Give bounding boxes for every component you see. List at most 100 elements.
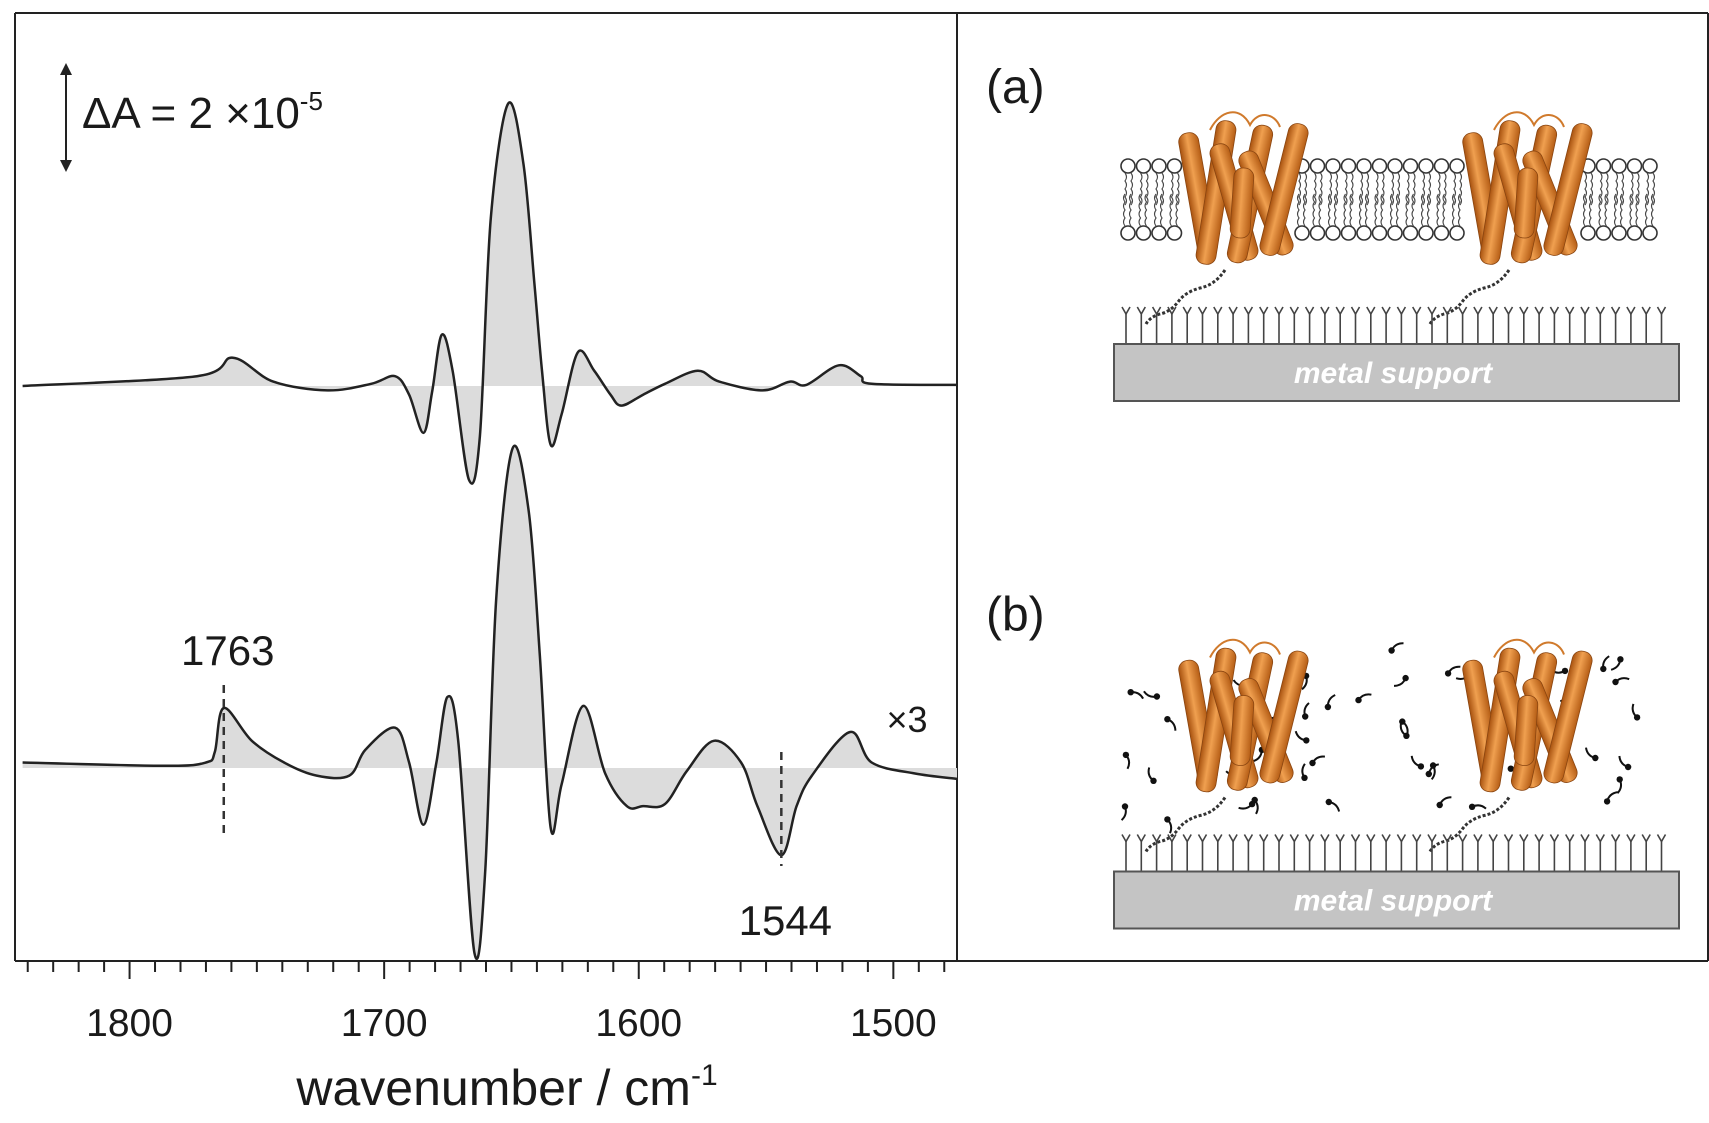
solvent-head: [1403, 732, 1410, 739]
anchor-head: [1595, 834, 1605, 844]
x-axis-label: wavenumber / cm-1: [295, 1059, 717, 1116]
lipid-head: [1433, 158, 1450, 174]
lipid-tail: [1138, 172, 1143, 227]
lipid-head: [1418, 158, 1434, 174]
lipid-tail: [1374, 172, 1379, 227]
lipid-head: [1135, 225, 1152, 241]
anchor-head: [1167, 306, 1177, 316]
anchor-head: [1228, 834, 1238, 844]
lipid-head: [1120, 225, 1136, 241]
anchor-head: [1656, 834, 1667, 844]
x-tick-label: 1600: [595, 1002, 682, 1045]
solvent-head: [1122, 751, 1130, 759]
lipid-head: [1449, 225, 1465, 241]
trace-area: [22, 445, 958, 959]
anchor-head: [1151, 306, 1162, 316]
anchor-head: [1580, 834, 1590, 844]
peak-label: 1763: [181, 627, 274, 674]
anchor-head: [1503, 306, 1514, 316]
protein-linker: [1428, 796, 1511, 853]
lipid-tail: [1451, 172, 1457, 227]
lipid-head: [1166, 158, 1183, 174]
lipid-tail: [1588, 172, 1594, 227]
anchor-head: [1412, 306, 1422, 316]
scale-bar-arrowhead: [60, 160, 72, 172]
lipid-head: [1595, 225, 1612, 241]
anchor-head: [1610, 306, 1621, 316]
anchor-head: [1213, 834, 1223, 844]
anchor-head: [1136, 834, 1146, 844]
lipid-tail: [1389, 172, 1395, 227]
anchor-head: [1213, 306, 1223, 316]
anchor-head: [1473, 306, 1483, 316]
anchor-head: [1412, 834, 1422, 844]
lipid-head: [1626, 225, 1643, 241]
anchor-head: [1320, 834, 1330, 844]
metal-support-label: metal support: [1294, 357, 1494, 390]
anchor-head: [1289, 834, 1299, 844]
anchor-head: [1488, 306, 1498, 316]
solvent-head: [1417, 763, 1425, 770]
lipid-head: [1166, 225, 1183, 241]
metal-support-label: metal support: [1294, 885, 1494, 918]
solvent-head: [1436, 801, 1443, 809]
solvent-head: [1164, 816, 1171, 823]
protein-loop: [1493, 111, 1565, 131]
lipid-head: [1387, 225, 1403, 241]
solvent-head: [1388, 647, 1395, 654]
lipid-head: [1595, 158, 1612, 174]
lipid-head: [1325, 158, 1341, 174]
solvent-head: [1507, 765, 1515, 772]
anchor-head: [1565, 306, 1575, 316]
protein-helix: [1513, 695, 1539, 766]
anchor-head: [1381, 306, 1391, 316]
solvent-head: [1127, 689, 1134, 696]
anchor-head: [1366, 306, 1376, 316]
anchor-head: [1641, 306, 1651, 316]
protein-helix: [1259, 123, 1309, 256]
protein-helix: [1259, 650, 1309, 784]
lipid-head: [1356, 225, 1372, 241]
solvent-head: [1301, 774, 1308, 781]
solvent-head: [1303, 737, 1310, 744]
anchor-head: [1182, 306, 1192, 316]
solvent-head: [1617, 656, 1624, 663]
lipid-head: [1580, 225, 1596, 241]
protein-linker: [1144, 796, 1227, 853]
lipid-tail: [1349, 172, 1354, 227]
protein-helix: [1513, 167, 1539, 239]
anchor-head: [1427, 306, 1437, 316]
anchor-head: [1197, 306, 1208, 316]
anchor-head: [1534, 834, 1544, 844]
lipid-head: [1151, 225, 1167, 241]
lipid-head: [1309, 158, 1326, 174]
anchor-head: [1335, 834, 1345, 844]
anchor-head: [1243, 834, 1254, 844]
anchor-head: [1488, 834, 1498, 844]
anchor-head: [1350, 306, 1361, 316]
lipid-tail: [1312, 172, 1317, 227]
trace-line: [22, 101, 957, 485]
x-axis-label-text: wavenumber / cm: [295, 1060, 691, 1116]
anchor-head: [1151, 834, 1162, 844]
anchor-head: [1641, 834, 1651, 844]
lipid-tail: [1604, 172, 1609, 227]
schematic-panel: (a) metal support: [986, 61, 1680, 402]
lipid-head: [1611, 158, 1627, 174]
lipid-head: [1309, 225, 1326, 241]
lipid-head: [1356, 158, 1372, 174]
lipid-head: [1340, 225, 1357, 241]
scale-bar-exponent: -5: [300, 86, 323, 116]
anchor-head: [1274, 306, 1284, 316]
solvent-head: [1603, 798, 1611, 805]
solvent-head: [1624, 763, 1632, 771]
solvent-head: [1164, 716, 1171, 723]
lipid-tail: [1650, 172, 1656, 227]
lipid-head: [1151, 158, 1167, 174]
lipid-tail: [1426, 172, 1432, 227]
anchor-head: [1595, 306, 1605, 316]
anchor-head: [1442, 834, 1452, 844]
lipid-tail: [1175, 172, 1180, 227]
lipid-head: [1402, 158, 1419, 174]
